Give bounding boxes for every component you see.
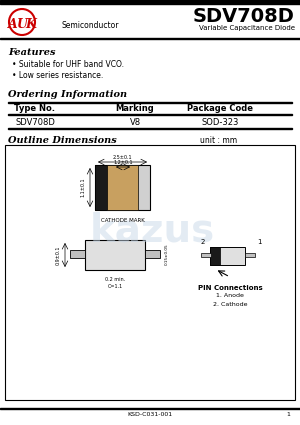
Text: PIN Connections: PIN Connections (198, 285, 262, 291)
Text: C=1.1: C=1.1 (107, 284, 123, 289)
Bar (0, 0, 300, 4)
Text: 0.9±0.1: 0.9±0.1 (56, 245, 61, 265)
Text: 1.1±0.1: 1.1±0.1 (80, 178, 86, 197)
Text: 0.15±0.05: 0.15±0.05 (165, 243, 169, 265)
Text: CATHODE MARK: CATHODE MARK (100, 218, 144, 223)
Text: • Suitable for UHF band VCO.: • Suitable for UHF band VCO. (12, 60, 124, 69)
Text: A: A (8, 17, 18, 31)
Bar (70, 250, 85, 258)
Text: KSD-C031-001: KSD-C031-001 (128, 413, 172, 417)
Text: 1: 1 (257, 239, 261, 245)
Bar (210, 247, 220, 265)
Text: unit : mm: unit : mm (200, 136, 237, 145)
Text: Variable Capacitance Diode: Variable Capacitance Diode (199, 25, 295, 31)
Text: Type No.: Type No. (14, 104, 56, 113)
Bar (210, 247, 245, 265)
Text: 1: 1 (286, 413, 290, 417)
Text: Ordering Information: Ordering Information (8, 90, 127, 99)
Bar (5, 145, 295, 400)
Text: Package Code: Package Code (187, 104, 253, 113)
Text: • Low series resistance.: • Low series resistance. (12, 71, 103, 80)
Text: 1.2±0.1: 1.2±0.1 (113, 160, 133, 165)
Bar (107, 165, 138, 210)
Text: U: U (16, 17, 27, 31)
Bar (8, 114, 292, 115)
Text: SDV708D: SDV708D (15, 118, 55, 127)
Text: K: K (26, 17, 36, 31)
Bar (95, 165, 107, 210)
Text: 2.5±0.1: 2.5±0.1 (113, 155, 132, 160)
Text: 2. Cathode: 2. Cathode (213, 302, 247, 307)
Bar (145, 250, 160, 258)
Bar (245, 253, 255, 257)
Bar (201, 253, 211, 257)
Text: 0.2 min.: 0.2 min. (105, 277, 125, 282)
Text: V8: V8 (129, 118, 141, 127)
Text: SOD-323: SOD-323 (201, 118, 239, 127)
Text: Features: Features (8, 48, 56, 57)
Text: Outline Dimensions: Outline Dimensions (8, 136, 117, 145)
Text: SDV708D: SDV708D (193, 6, 295, 26)
Bar (8, 128, 292, 129)
Text: 1. Anode: 1. Anode (216, 293, 244, 298)
Bar (0, 408, 300, 409)
Bar (85, 240, 145, 270)
Text: 2: 2 (201, 239, 205, 245)
Text: Semiconductor: Semiconductor (62, 20, 119, 29)
Bar (95, 165, 150, 210)
Text: kazus: kazus (89, 211, 214, 249)
Text: Marking: Marking (116, 104, 154, 113)
Bar (8, 102, 292, 103)
Bar (0, 38, 300, 39)
